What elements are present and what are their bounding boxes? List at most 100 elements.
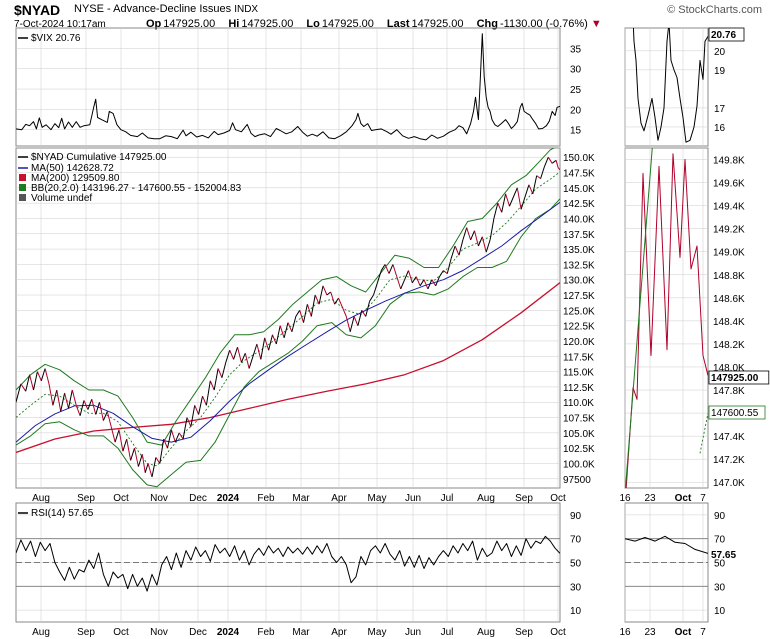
vix-last-value-label: 20.76 [708, 27, 745, 42]
low-value: 147925.00 [321, 18, 374, 30]
price-line-segment [326, 291, 332, 296]
price-line-segment [369, 294, 374, 302]
price-line-segment [443, 270, 448, 274]
price-line-segment [167, 429, 172, 449]
price-line-segment [71, 389, 77, 406]
price-line-segment [279, 325, 285, 339]
price-y-tick-label: 110.0K [563, 398, 594, 409]
price-line-segment [272, 334, 277, 345]
chart-header: $NYAD NYSE - Advance-Decline Issues INDX… [14, 2, 764, 36]
price-line-segment [194, 405, 200, 415]
month-label: Sep [515, 493, 533, 504]
vix-zoom-y-tick-label: 20 [714, 47, 726, 58]
price-zoom-y-tick-label: 148.0K [713, 363, 745, 374]
price-last-value-label: 147925.00 [708, 370, 770, 385]
price-zoom-y-tick-label: 148.8K [713, 271, 745, 282]
price-line-segment [380, 264, 386, 271]
price-zoom-y-tick-label: 149.6K [713, 179, 745, 190]
price-line-segment [256, 343, 262, 360]
open-value: 147925.00 [163, 18, 216, 30]
price-line-segment [446, 258, 452, 274]
month-label: Sep [515, 627, 533, 638]
price-line-segment [186, 417, 192, 427]
price-line-segment [551, 159, 557, 164]
change-value: -1130.00 (-0.76%) [500, 18, 588, 30]
price-line-segment [384, 264, 390, 274]
price-line-segment [170, 429, 176, 443]
price-line-segment [16, 383, 22, 403]
price-line-segment [217, 368, 223, 378]
price-line-segment [435, 276, 440, 286]
price-line-segment [79, 400, 85, 416]
vix-y-tick-label: 20 [570, 105, 582, 116]
price-line-segment [400, 279, 406, 290]
price-legend-item-text: Volume undef [31, 193, 92, 204]
vix-y-tick-label: 35 [570, 44, 582, 55]
month-label: 2024 [217, 493, 240, 504]
rsi-zoom-y-tick-label: 90 [714, 511, 726, 522]
vix-zoom-y-tick-label: 17 [714, 104, 726, 115]
price-line-segment [44, 368, 50, 385]
price-bb-lower-line [16, 198, 560, 488]
price-line-segment [91, 399, 97, 415]
open-label: Op [146, 18, 162, 30]
price-line-segment [283, 322, 289, 339]
price-legend-item: BB(20,2.0) 143196.27 - 147600.55 - 15200… [19, 183, 242, 194]
price-line-segment [501, 193, 507, 213]
price-line-segment [174, 432, 180, 443]
rsi-y-tick-label: 30 [570, 582, 582, 593]
price-line-segment [244, 353, 250, 369]
legend: $VIX 20.76 $NYAD Cumulative 147925.00MA(5… [18, 27, 770, 561]
zoom-date-label: Oct [675, 493, 692, 504]
price-y-tick-label: 130.0K [563, 276, 595, 287]
price-line-segment [95, 402, 100, 415]
price-zoom-bb-middle-line [699, 413, 708, 454]
price-line-segment [540, 166, 545, 179]
price-line-segment [260, 337, 266, 360]
price-line-segment [493, 202, 499, 219]
rsi-zoom-y-tick-label: 30 [714, 582, 726, 593]
price-line-segment [29, 374, 34, 391]
price-line-segment [64, 392, 69, 409]
price-line-segment [408, 270, 413, 283]
price-line-segment [130, 448, 135, 461]
price-line-segment [205, 380, 211, 406]
month-label: Mar [292, 627, 310, 638]
month-label: Feb [257, 493, 275, 504]
price-legend-item-swatch [19, 184, 26, 191]
low-label: Lo [306, 18, 320, 30]
price-y-tick-label: 142.5K [563, 199, 595, 210]
price-line-segment [345, 316, 351, 332]
price-line-segment [528, 184, 534, 195]
price-y-tick-label: 102.5K [563, 444, 595, 455]
price-y-tick-label: 150.0K [563, 153, 595, 164]
price-y-tick-label: 107.5K [563, 414, 595, 425]
price-line-segment [509, 196, 514, 207]
rsi-zoom-y-tick-label: 10 [714, 606, 726, 617]
last-value: 147925.00 [411, 18, 464, 30]
price-line-segment [404, 270, 409, 280]
price-line-segment [547, 156, 553, 164]
month-label: Nov [150, 627, 168, 638]
price-line-segment [268, 334, 273, 351]
stockcharts-logo[interactable]: © StockCharts.com [667, 4, 762, 16]
price-line-segment [505, 193, 510, 207]
price-legend-item: MA(50) 142628.72 [18, 163, 114, 174]
symbol-description: NYSE - Advance-Decline Issues [74, 3, 232, 15]
price-line-segment [122, 438, 128, 452]
month-label: Nov [150, 493, 168, 504]
price-legend-item: Volume undef [19, 193, 92, 204]
price-y-tick-label: 147.5K [563, 169, 595, 180]
symbol-name: NYSE - Advance-Decline Issues INDX [74, 3, 258, 15]
price-last-value-label-box [708, 370, 770, 385]
month-label: Dec [189, 493, 207, 504]
price-line-segment [349, 316, 355, 332]
price-line-segment [454, 245, 460, 256]
price-y-tick-label: 127.5K [563, 291, 595, 302]
month-label: Aug [32, 493, 50, 504]
month-label: Jul [441, 627, 454, 638]
change-label: Chg [476, 18, 498, 30]
zoom-date-label: 16 [619, 627, 631, 638]
price-legend-text: $NYAD Cumulative 147925.00 [31, 152, 167, 163]
